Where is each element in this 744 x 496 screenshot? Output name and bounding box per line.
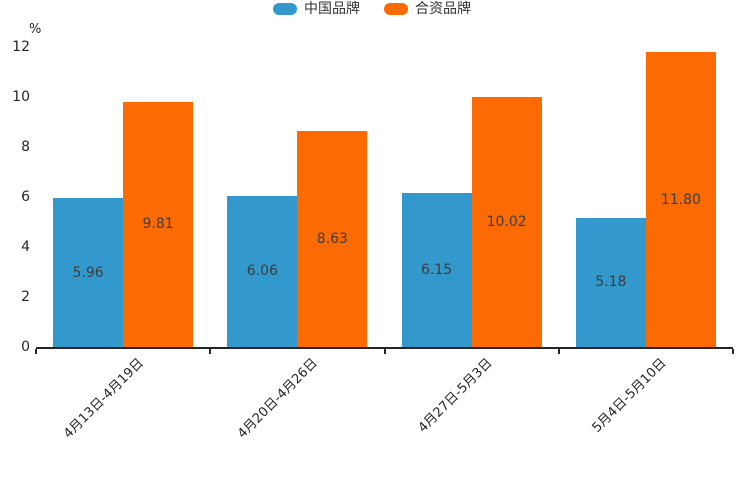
y-tick-label-8: 8 xyxy=(21,139,30,155)
bar-value-label: 5.18 xyxy=(595,274,627,291)
bar-合资品牌-0[interactable]: 9.81 xyxy=(123,101,194,347)
legend-item-joint-venture-brand[interactable]: 合资品牌 xyxy=(384,2,471,16)
bar-合资品牌-1[interactable]: 8.63 xyxy=(297,131,368,347)
x-axis-tick xyxy=(35,349,37,354)
legend-swatch-china-brand xyxy=(273,3,297,15)
x-tick-label: 4月13日-4月19日 xyxy=(60,355,147,442)
bar-中国品牌-2[interactable]: 6.15 xyxy=(401,193,472,347)
bar-value-label: 6.06 xyxy=(246,263,278,280)
legend-swatch-joint-venture-brand xyxy=(384,3,408,15)
y-tick-label-2: 2 xyxy=(21,289,30,305)
x-axis-line xyxy=(36,347,733,349)
x-tick-label: 4月20日-4月26日 xyxy=(235,355,321,442)
bar-中国品牌-0[interactable]: 5.96 xyxy=(53,198,124,347)
bar-value-label: 6.15 xyxy=(421,262,453,279)
x-axis-tick xyxy=(557,349,560,354)
y-tick-label-4: 4 xyxy=(21,239,30,255)
bar-中国品牌-3[interactable]: 5.18 xyxy=(575,217,646,347)
y-tick-label-12: 12 xyxy=(12,39,30,55)
y-axis-unit-label: % xyxy=(29,22,42,37)
y-tick-label-0: 0 xyxy=(21,339,30,355)
bar-value-label: 10.02 xyxy=(486,213,527,230)
x-tick-label: 5月4日-5月10日 xyxy=(589,355,670,436)
x-axis-tick xyxy=(383,349,386,354)
bar-value-label: 9.81 xyxy=(142,216,174,233)
x-tick-label: 4月27日-5月3日 xyxy=(415,355,496,436)
bar-value-label: 5.96 xyxy=(72,264,104,281)
legend-label-china-brand: 中国品牌 xyxy=(304,1,360,17)
bar-合资品牌-2[interactable]: 10.02 xyxy=(471,96,542,347)
bar-合资品牌-3[interactable]: 11.80 xyxy=(645,52,716,347)
chart-legend: 中国品牌 合资品牌 xyxy=(0,0,744,18)
x-axis-tick xyxy=(209,349,212,354)
y-tick-label-10: 10 xyxy=(12,89,30,105)
legend-label-joint-venture-brand: 合资品牌 xyxy=(415,1,471,17)
bar-value-label: 11.80 xyxy=(660,191,701,208)
x-axis-tick xyxy=(732,349,734,354)
bar-value-label: 8.63 xyxy=(316,231,348,248)
bar-中国品牌-1[interactable]: 6.06 xyxy=(227,195,298,347)
legend-item-china-brand[interactable]: 中国品牌 xyxy=(273,2,360,16)
y-tick-label-6: 6 xyxy=(21,189,30,205)
